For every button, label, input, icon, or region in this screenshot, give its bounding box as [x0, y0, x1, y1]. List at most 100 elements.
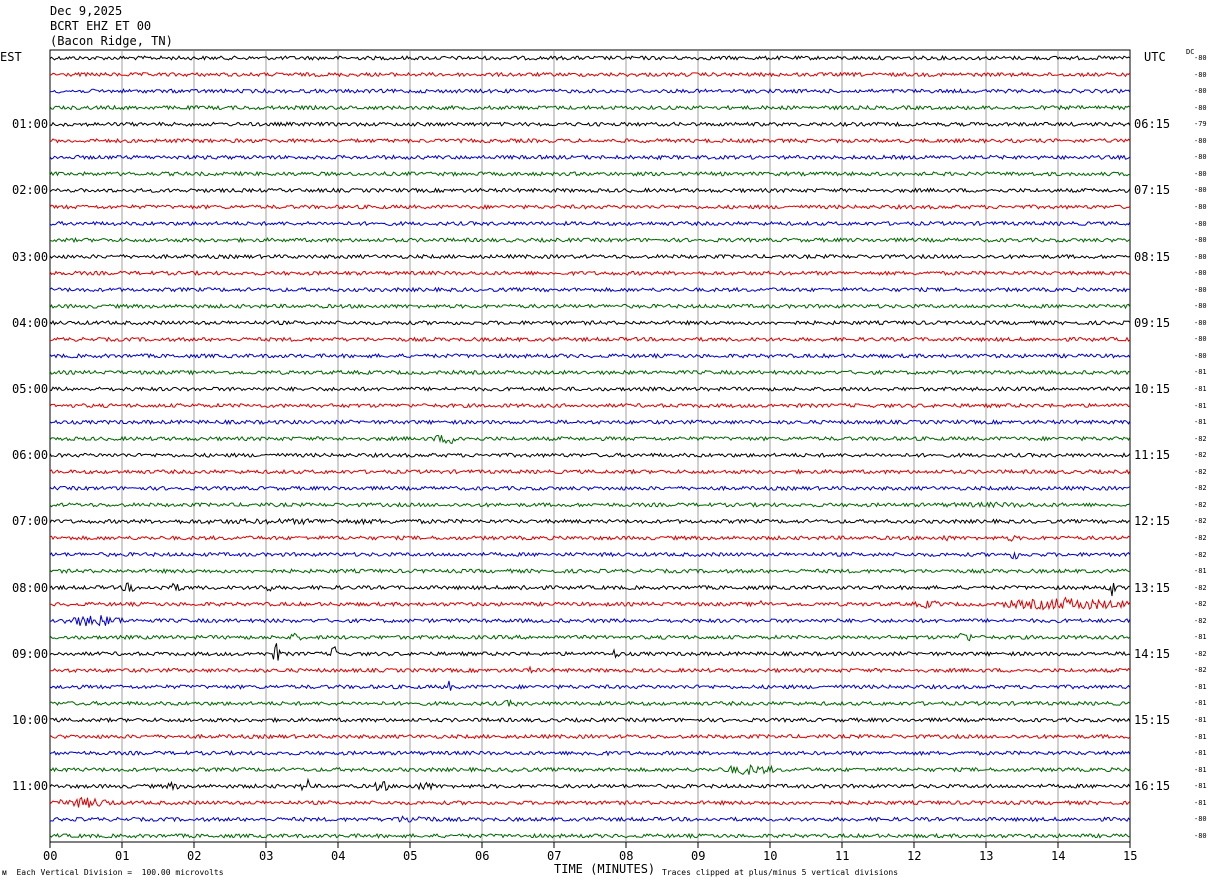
- dc-offset-label: -82: [1194, 583, 1207, 592]
- seismic-trace: [49, 402, 1131, 409]
- dc-offset-label: -82: [1194, 616, 1207, 625]
- right-time-label: 16:15: [1134, 779, 1171, 794]
- header-location: (Bacon Ridge, TN): [50, 34, 173, 48]
- dc-offset-label: -80: [1194, 252, 1207, 261]
- seismic-trace: [49, 517, 1131, 526]
- dc-offset-label: -82: [1194, 666, 1207, 675]
- seismic-trace: [49, 253, 1131, 260]
- dc-offset-label: -82: [1194, 517, 1207, 526]
- right-time-label: 06:15: [1134, 117, 1171, 132]
- seismic-trace: [49, 832, 1131, 840]
- seismic-trace: [49, 220, 1131, 227]
- dc-offset-label: -80: [1194, 285, 1207, 294]
- dc-offset-label: -80: [1194, 153, 1207, 162]
- dc-offset-label: -80: [1194, 169, 1207, 178]
- seismic-trace: [49, 419, 1131, 426]
- left-time-label: 10:00: [12, 713, 49, 727]
- seismic-trace: [49, 699, 1131, 707]
- dc-offset-label: -81: [1194, 798, 1207, 807]
- dc-offset-label: -80: [1194, 351, 1207, 360]
- plot-frame: [49, 49, 1131, 843]
- x-tick-label: 03: [259, 849, 274, 863]
- seismic-trace: [49, 815, 1131, 823]
- scale-note-text: Each Vertical Division = 100.00 microvol…: [16, 868, 224, 877]
- seismic-trace: [49, 582, 1131, 597]
- left-time-label: 04:00: [12, 315, 49, 330]
- seismic-trace: [49, 434, 1131, 445]
- left-time-label: 11:00: [12, 779, 49, 794]
- dc-offset-label: -81: [1194, 633, 1207, 642]
- x-tick-label: 11: [835, 849, 850, 863]
- dc-offset-label: -82: [1194, 649, 1207, 658]
- right-time-label: 08:15: [1134, 249, 1171, 264]
- seismic-trace: [49, 632, 1131, 642]
- dc-offset-label: -80: [1194, 103, 1207, 112]
- minute-gridlines: [49, 49, 1131, 848]
- dc-offset-label: -80: [1194, 335, 1207, 344]
- seismic-trace: [49, 749, 1131, 757]
- dc-offset-label: -80: [1194, 831, 1207, 840]
- dc-offset-label: -81: [1194, 782, 1207, 791]
- seismic-trace: [49, 137, 1131, 144]
- seismic-trace: [49, 534, 1131, 542]
- seismic-trace: [49, 665, 1131, 674]
- dc-offset-label: -81: [1194, 418, 1207, 427]
- left-time-label: 09:00: [12, 646, 49, 661]
- dc-offset-label: -80: [1194, 202, 1207, 211]
- seismic-trace: [49, 796, 1131, 808]
- seismic-trace: [49, 567, 1131, 575]
- right-time-label: 09:15: [1134, 315, 1171, 330]
- seismic-trace: [49, 121, 1131, 128]
- dc-offset-label: -80: [1194, 70, 1207, 79]
- dc-offset-label: -80: [1194, 236, 1207, 245]
- seismic-trace: [49, 485, 1131, 492]
- seismic-trace: [49, 596, 1131, 611]
- seismic-trace: [49, 236, 1131, 244]
- right-time-label: 11:15: [1134, 448, 1171, 463]
- left-time-label: 01:00: [12, 117, 49, 132]
- left-time-label: 06:00: [12, 448, 49, 463]
- seismic-trace: [49, 286, 1131, 293]
- dc-offset-label: -82: [1194, 600, 1207, 609]
- header-station: BCRT EHZ ET 00: [50, 19, 152, 33]
- seismic-trace: [49, 269, 1131, 277]
- right-zone-label: UTC: [1144, 50, 1166, 64]
- seismic-trace: [49, 352, 1131, 360]
- dc-offset-label: -80: [1194, 815, 1207, 824]
- scale-note: ᴍ Each Vertical Division = 100.00 microv…: [2, 868, 224, 877]
- seismic-trace: [49, 88, 1131, 94]
- dc-offset-label: -79: [1194, 120, 1207, 129]
- seismic-trace: [49, 452, 1131, 459]
- left-time-label: 05:00: [12, 382, 49, 396]
- dc-offset-label: -80: [1194, 269, 1207, 278]
- seismic-trace: [49, 777, 1131, 792]
- x-tick-label: 14: [1051, 849, 1066, 863]
- seismic-trace: [49, 54, 1131, 61]
- dc-offset-label: -82: [1194, 484, 1207, 493]
- seismic-trace: [49, 615, 1131, 627]
- seismic-trace: [49, 680, 1131, 691]
- seismic-trace: [49, 386, 1131, 392]
- dc-offset-label: -82: [1194, 451, 1207, 460]
- x-tick-label: 15: [1123, 849, 1138, 863]
- seismic-trace: [49, 501, 1131, 509]
- right-time-label: 07:15: [1134, 183, 1171, 198]
- dc-offset-label: -82: [1194, 550, 1207, 559]
- seismic-trace: [49, 170, 1131, 177]
- seismic-trace: [49, 468, 1131, 475]
- seismic-trace: [49, 336, 1131, 343]
- x-tick-label: 05: [403, 849, 418, 863]
- dc-header: DC: [1186, 48, 1195, 56]
- dc-offset-label: -81: [1194, 732, 1207, 741]
- x-tick-label: 01: [115, 849, 130, 863]
- dc-offset-label: -80: [1194, 186, 1207, 195]
- dc-offset-label: -80: [1194, 136, 1207, 145]
- x-tick-label: 04: [331, 849, 346, 863]
- seismic-trace: [49, 733, 1131, 740]
- right-time-label: 13:15: [1134, 580, 1171, 595]
- dc-offset-label: -80: [1194, 302, 1207, 311]
- right-time-label: 10:15: [1134, 382, 1171, 396]
- right-time-label: 12:15: [1134, 514, 1171, 529]
- seismic-trace: [49, 319, 1131, 326]
